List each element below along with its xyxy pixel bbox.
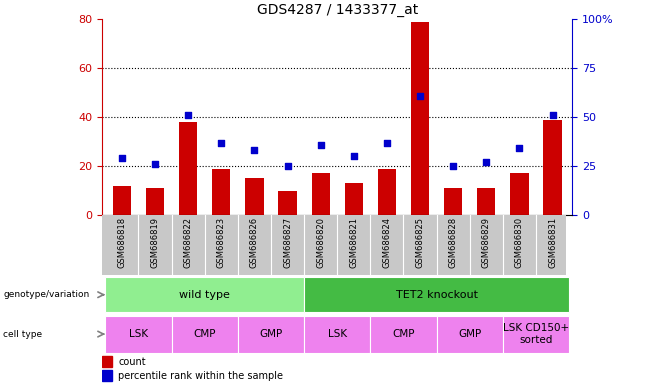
Text: cell type: cell type: [3, 329, 42, 339]
Bar: [304, 316, 370, 353]
Bar: [105, 316, 172, 353]
Bar: [146, 188, 164, 215]
Point: [315, 141, 326, 147]
Text: GSM686825: GSM686825: [416, 217, 424, 268]
Bar: [102, 370, 113, 381]
Text: GSM686828: GSM686828: [449, 217, 458, 268]
Text: percentile rank within the sample: percentile rank within the sample: [118, 371, 284, 381]
Text: LSK: LSK: [129, 329, 148, 339]
Bar: [304, 277, 569, 312]
Bar: [102, 356, 113, 367]
Point: [382, 139, 392, 146]
Bar: [345, 183, 363, 215]
Bar: [172, 316, 238, 353]
Bar: [212, 169, 230, 215]
Text: LSK CD150+
sorted: LSK CD150+ sorted: [503, 323, 569, 345]
Bar: [278, 190, 297, 215]
Bar: [437, 316, 503, 353]
Text: GSM686830: GSM686830: [515, 217, 524, 268]
Bar: [411, 22, 429, 215]
Point: [415, 93, 425, 99]
Point: [249, 147, 260, 154]
Bar: [370, 316, 437, 353]
Point: [547, 112, 558, 118]
Text: GMP: GMP: [458, 329, 482, 339]
Bar: [511, 174, 528, 215]
Bar: [179, 122, 197, 215]
Bar: [444, 188, 463, 215]
Text: wild type: wild type: [179, 290, 230, 300]
Point: [481, 159, 492, 165]
Text: genotype/variation: genotype/variation: [3, 290, 89, 299]
Bar: [503, 316, 569, 353]
Bar: [378, 169, 396, 215]
Text: GSM686826: GSM686826: [250, 217, 259, 268]
Text: GSM686819: GSM686819: [151, 217, 159, 268]
Text: GSM686823: GSM686823: [216, 217, 226, 268]
Text: GSM686831: GSM686831: [548, 217, 557, 268]
Bar: [245, 178, 263, 215]
Bar: [311, 174, 330, 215]
Text: CMP: CMP: [193, 329, 216, 339]
Point: [514, 146, 524, 152]
Text: GSM686821: GSM686821: [349, 217, 359, 268]
Text: GSM686829: GSM686829: [482, 217, 491, 268]
Text: GSM686822: GSM686822: [184, 217, 193, 268]
Point: [183, 112, 193, 118]
Point: [216, 139, 226, 146]
Text: GMP: GMP: [259, 329, 282, 339]
Text: LSK: LSK: [328, 329, 347, 339]
Bar: [113, 186, 131, 215]
Text: CMP: CMP: [392, 329, 415, 339]
Bar: [544, 119, 562, 215]
Text: GSM686820: GSM686820: [316, 217, 325, 268]
Text: TET2 knockout: TET2 knockout: [395, 290, 478, 300]
Point: [349, 153, 359, 159]
Bar: [477, 188, 495, 215]
Text: GSM686824: GSM686824: [382, 217, 392, 268]
Text: GSM686827: GSM686827: [283, 217, 292, 268]
Point: [448, 163, 459, 169]
Bar: [238, 316, 304, 353]
Text: GSM686818: GSM686818: [117, 217, 126, 268]
Point: [150, 161, 161, 167]
Title: GDS4287 / 1433377_at: GDS4287 / 1433377_at: [257, 3, 418, 17]
Bar: [105, 277, 304, 312]
Point: [282, 163, 293, 169]
Text: count: count: [118, 357, 146, 367]
Point: [116, 155, 127, 161]
